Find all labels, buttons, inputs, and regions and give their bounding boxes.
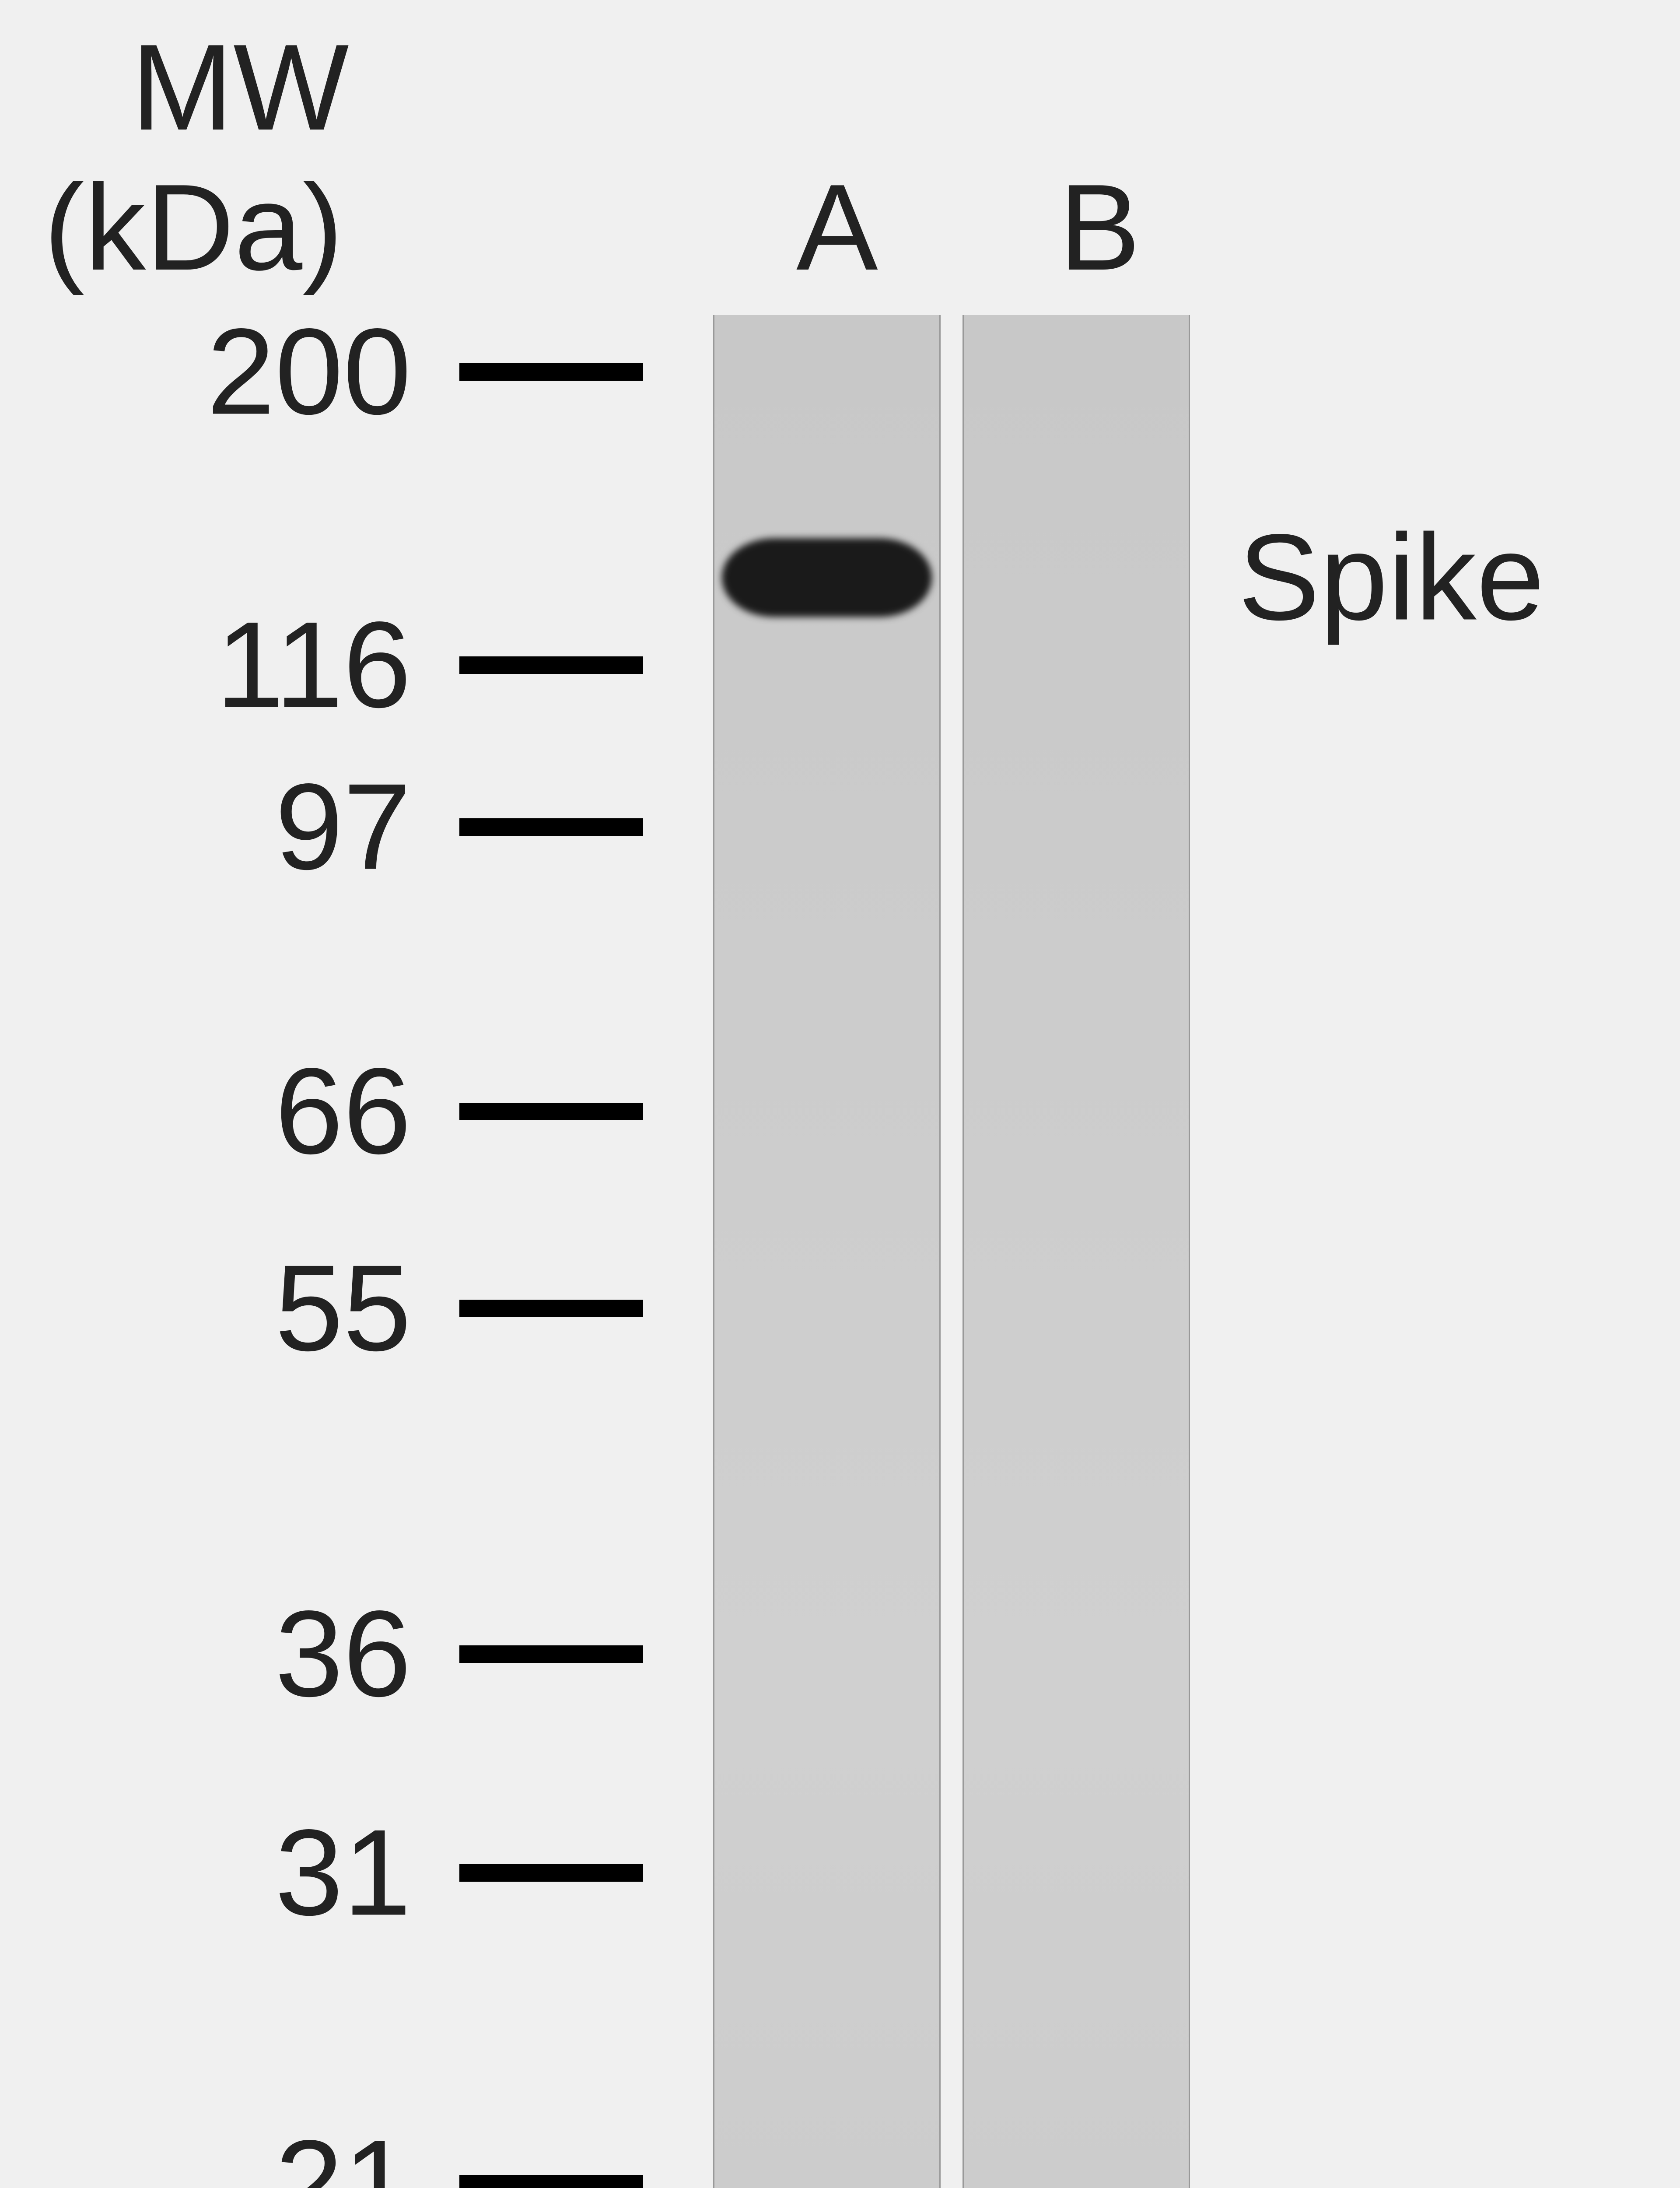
tick-200 bbox=[459, 363, 643, 381]
mw-label-31: 31 bbox=[275, 1803, 411, 1943]
mw-label-36: 36 bbox=[275, 1584, 411, 1725]
mw-label-21: 21 bbox=[275, 2114, 411, 2188]
tick-21 bbox=[459, 2175, 643, 2188]
tick-97 bbox=[459, 818, 643, 836]
band-label-spike: Spike bbox=[1238, 508, 1544, 648]
mw-header: MW bbox=[131, 18, 349, 158]
lane-a-label: A bbox=[796, 158, 878, 298]
lane-b-strip bbox=[962, 315, 1190, 2188]
tick-55 bbox=[459, 1300, 643, 1317]
mw-label-97: 97 bbox=[275, 757, 411, 898]
western-blot-figure: MW (kDa) A B 200116976655363121146 Spike bbox=[0, 0, 1680, 2188]
mw-label-66: 66 bbox=[275, 1041, 411, 1182]
mw-label-116: 116 bbox=[216, 595, 411, 736]
tick-31 bbox=[459, 1864, 643, 1882]
band-spike bbox=[722, 538, 932, 617]
tick-36 bbox=[459, 1645, 643, 1663]
kda-header: (kDa) bbox=[44, 158, 343, 298]
lane-b-label: B bbox=[1059, 158, 1141, 298]
mw-label-200: 200 bbox=[207, 302, 411, 442]
tick-66 bbox=[459, 1103, 643, 1120]
mw-label-55: 55 bbox=[275, 1238, 411, 1379]
tick-116 bbox=[459, 656, 643, 674]
